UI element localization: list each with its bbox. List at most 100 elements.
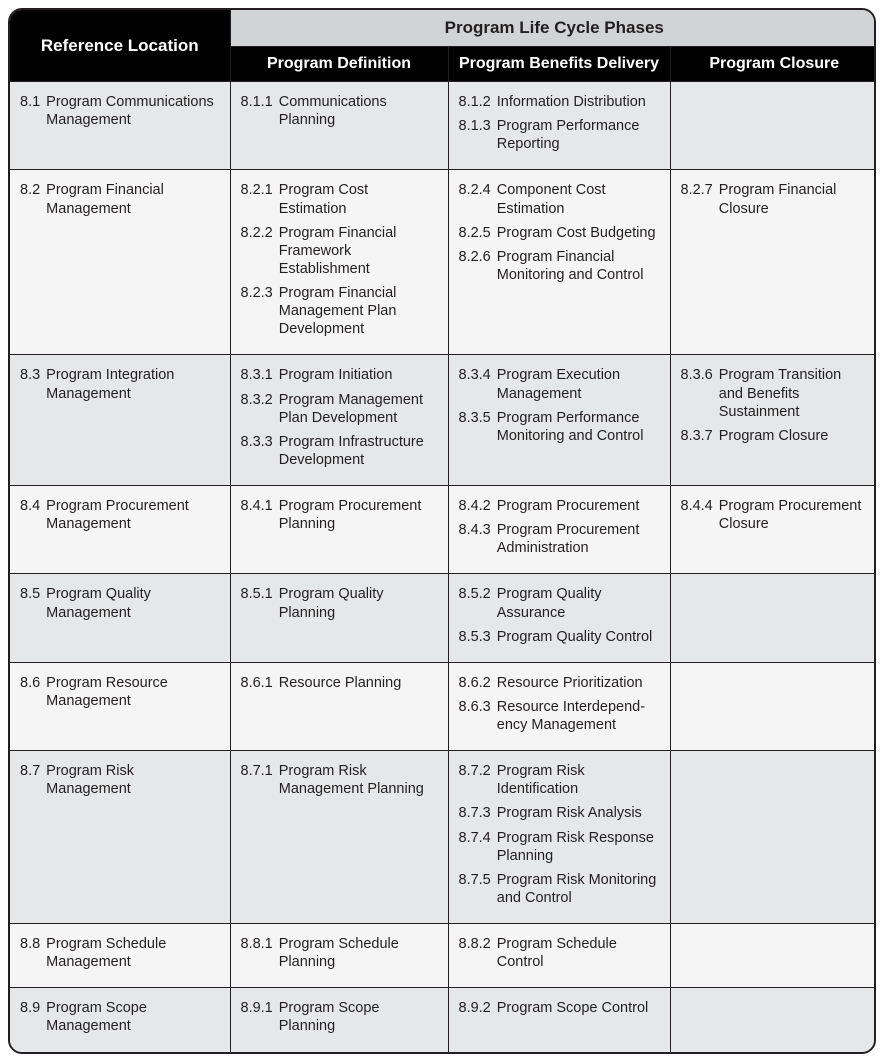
benefits-cell: 8.9.2 Program Scope Control	[448, 988, 670, 1052]
entry-number: 8.6.2	[459, 674, 491, 692]
closure-cell: 8.4.4Program Procurement Closure	[670, 486, 876, 574]
ref-entry: 8.2Program Financial Management	[20, 181, 220, 217]
entry-text: Program Initiation	[279, 366, 438, 384]
benefits-cell: 8.4.2Program Procurement8.4.3Program Pro…	[448, 486, 670, 574]
list-item: 8.5.2Program Quality Assurance	[459, 585, 660, 621]
entry-text: Program Quality Management	[46, 585, 219, 621]
list-item: 8.1.2 Information Distribution	[459, 93, 660, 111]
table-row: 8.3Program Integration Management8.3.1Pr…	[10, 355, 876, 486]
definition-cell: 8.1.1Communications Planning	[230, 82, 448, 170]
entry-number: 8.8.2	[459, 935, 491, 971]
list-item: 8.3.6Program Transition and Benefits Sus…	[681, 366, 869, 420]
closure-cell: 8.2.7Program Financial Closure	[670, 170, 876, 355]
closure-cell	[670, 662, 876, 750]
entry-text: Program Risk Identification	[497, 762, 660, 798]
lifecycle-table-container: Reference Location Program Life Cycle Ph…	[8, 8, 876, 1054]
entry-text: Program Financial Closure	[719, 181, 868, 217]
list-item: 8.1.3Program Performance Reporting	[459, 117, 660, 153]
benefits-cell: 8.7.2Program Risk Identification 8.7.3 Pro…	[448, 751, 670, 924]
list-item: 8.2.2Program Financial Framework Establi…	[241, 224, 438, 278]
entry-number: 8.6	[20, 674, 40, 710]
reference-location-cell: 8.1Program Communications Management	[10, 82, 230, 170]
list-item: 8.7.4Program Risk Response Planning	[459, 829, 660, 865]
reference-location-cell: 8.9Program Scope Management	[10, 988, 230, 1052]
entry-text: Program Scope Planning	[279, 999, 438, 1035]
entry-number: 8.5.2	[459, 585, 491, 621]
entry-number: 8.3.7	[681, 427, 713, 445]
list-item: 8.4.3Program Procurement Administration	[459, 521, 660, 557]
entry-text: Program Schedule Management	[46, 935, 219, 971]
entry-text: Program Risk Analysis	[497, 804, 660, 822]
list-item: 8.3.2Program Management Plan Development	[241, 391, 438, 427]
closure-cell	[670, 574, 876, 662]
list-item: 8.6.3Resource Interdepend­ency Managemen…	[459, 698, 660, 734]
definition-cell: 8.9.1Program Scope Planning	[230, 988, 448, 1052]
entry-number: 8.6.3	[459, 698, 491, 734]
entry-text: Program Financial Management Plan Develo…	[279, 284, 438, 338]
benefits-cell: 8.8.2Program Schedule Control	[448, 924, 670, 988]
entry-text: Resource Interdepend­ency Management	[497, 698, 660, 734]
entry-text: Program Performance Reporting	[497, 117, 660, 153]
list-item: 8.6.2 Resource Prioritization	[459, 674, 660, 692]
entry-number: 8.7.4	[459, 829, 491, 865]
list-item: 8.3.4Program Execution Management	[459, 366, 660, 402]
closure-cell	[670, 988, 876, 1052]
entry-number: 8.5.1	[241, 585, 273, 621]
entry-text: Program Scope Control	[497, 999, 660, 1017]
benefits-cell: 8.2.4Component Cost Estimation8.2.5Progr…	[448, 170, 670, 355]
ref-entry: 8.8Program Schedule Management	[20, 935, 220, 971]
entry-number: 8.4.1	[241, 497, 273, 533]
closure-cell: 8.3.6Program Transition and Benefits Sus…	[670, 355, 876, 486]
entry-number: 8.3.1	[241, 366, 273, 384]
list-item: 8.4.4Program Procurement Closure	[681, 497, 869, 533]
entry-number: 8.7	[20, 762, 40, 798]
list-item: 8.2.6Program Financial Monitoring and Co…	[459, 248, 660, 284]
entry-text: Program Quality Control	[497, 628, 660, 646]
entry-number: 8.1.2	[459, 93, 491, 111]
entry-number: 8.9	[20, 999, 40, 1035]
entry-text: Program Schedule Control	[497, 935, 660, 971]
table-row: 8.9Program Scope Management 8.9.1Program …	[10, 988, 876, 1052]
entry-text: Program Infrastructure Development	[279, 433, 438, 469]
entry-number: 8.2.6	[459, 248, 491, 284]
entry-number: 8.3.2	[241, 391, 273, 427]
reference-location-cell: 8.8Program Schedule Management	[10, 924, 230, 988]
entry-number: 8.5.3	[459, 628, 491, 646]
list-item: 8.3.7 Program Closure	[681, 427, 869, 445]
entry-text: Information Distribution	[497, 93, 660, 111]
list-item: 8.3.1 Program Initiation	[241, 366, 438, 384]
entry-text: Resource Prioritization	[497, 674, 660, 692]
list-item: 8.3.5Program Performance Monitoring and …	[459, 409, 660, 445]
entry-text: Program Procurement Planning	[279, 497, 438, 533]
entry-text: Program Closure	[719, 427, 868, 445]
table-row: 8.5Program Quality Management8.5.1Progra…	[10, 574, 876, 662]
ref-entry: 8.9Program Scope Management	[20, 999, 220, 1035]
list-item: 8.8.2Program Schedule Control	[459, 935, 660, 971]
table-row: 8.4Program Procurement Management8.4.1Pr…	[10, 486, 876, 574]
entry-number: 8.4.4	[681, 497, 713, 533]
entry-number: 8.8.1	[241, 935, 273, 971]
definition-cell: 8.7.1Program Risk Management Planning	[230, 751, 448, 924]
entry-number: 8.7.3	[459, 804, 491, 822]
entry-number: 8.9.2	[459, 999, 491, 1017]
list-item: 8.7.2Program Risk Identification	[459, 762, 660, 798]
entry-number: 8.2	[20, 181, 40, 217]
reference-location-cell: 8.7Program Risk Management	[10, 751, 230, 924]
ref-entry: 8.7Program Risk Management	[20, 762, 220, 798]
entry-number: 8.2.2	[241, 224, 273, 278]
ref-entry: 8.6Program Resource Management	[20, 674, 220, 710]
entry-text: Program Procurement Closure	[719, 497, 868, 533]
list-item: 8.2.7Program Financial Closure	[681, 181, 869, 217]
reference-location-cell: 8.6Program Resource Management	[10, 662, 230, 750]
list-item: 8.6.1Resource Planning	[241, 674, 438, 692]
entry-text: Program Risk Response Planning	[497, 829, 660, 865]
entry-text: Program Quality Assurance	[497, 585, 660, 621]
entry-number: 8.1.1	[241, 93, 273, 129]
list-item: 8.1.1Communications Planning	[241, 93, 438, 129]
closure-cell	[670, 82, 876, 170]
entry-number: 8.1.3	[459, 117, 491, 153]
table-row: 8.7Program Risk Management 8.7.1Program R…	[10, 751, 876, 924]
entry-text: Program Quality Planning	[279, 585, 438, 621]
ref-entry: 8.1Program Communications Management	[20, 93, 220, 129]
list-item: 8.4.1Program Procurement Planning	[241, 497, 438, 533]
